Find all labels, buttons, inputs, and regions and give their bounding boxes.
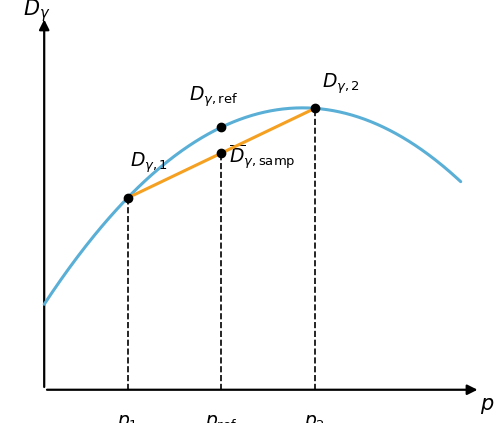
- Text: $D_{\gamma,1}$: $D_{\gamma,1}$: [130, 151, 168, 175]
- Text: $D_\gamma$: $D_\gamma$: [23, 0, 50, 24]
- Text: $p_2$: $p_2$: [304, 412, 326, 423]
- Text: $p_\mathrm{ref}$: $p_\mathrm{ref}$: [205, 412, 238, 423]
- Text: $\overline{D}_{\gamma,\mathrm{samp}}$: $\overline{D}_{\gamma,\mathrm{samp}}$: [228, 143, 295, 172]
- Text: $D_{\gamma,2}$: $D_{\gamma,2}$: [322, 71, 360, 96]
- Text: $D_{\gamma,\mathrm{ref}}$: $D_{\gamma,\mathrm{ref}}$: [189, 84, 238, 109]
- Text: $p$: $p$: [480, 396, 495, 416]
- Text: $p_1$: $p_1$: [117, 412, 138, 423]
